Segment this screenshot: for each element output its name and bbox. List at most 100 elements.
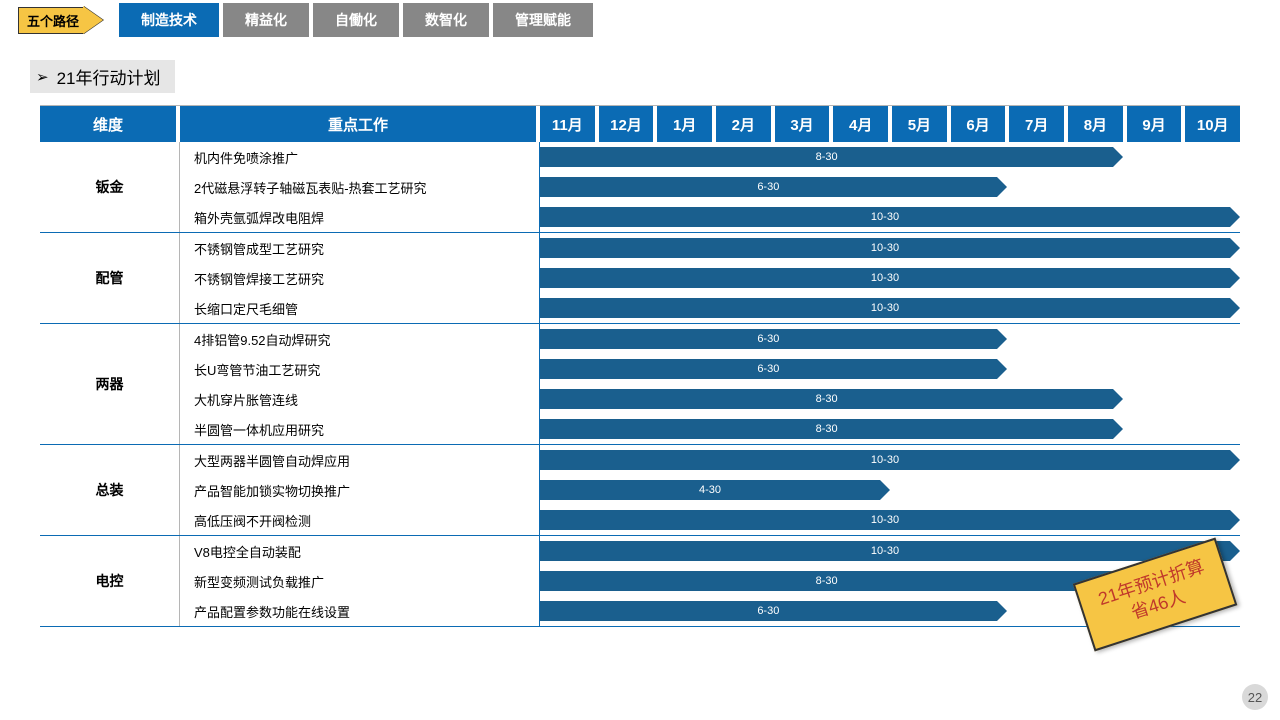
bar-area: 10-30 (540, 505, 1240, 535)
group: 钣金机内件免喷涂推广8-302代磁悬浮转子轴磁瓦表贴-热套工艺研究6-30箱外壳… (40, 142, 1240, 233)
header-dimension: 维度 (40, 106, 180, 142)
bar-area: 8-30 (540, 414, 1240, 444)
work-label: 产品智能加锁实物切换推广 (180, 475, 540, 505)
header-month: 1月 (657, 106, 716, 142)
table-row: 2代磁悬浮转子轴磁瓦表贴-热套工艺研究6-30 (180, 172, 1240, 202)
work-label: 机内件免喷涂推广 (180, 142, 540, 172)
group: 电控V8电控全自动装配10-30新型变频测试负载推广8-30产品配置参数功能在线… (40, 536, 1240, 627)
top-nav: 五个路径 制造技术精益化自働化数智化管理赋能 (0, 0, 1280, 40)
nav-tab[interactable]: 制造技术 (119, 3, 219, 37)
nav-tab[interactable]: 数智化 (403, 3, 489, 37)
gantt-bar: 10-30 (540, 298, 1230, 318)
bar-area: 10-30 (540, 445, 1240, 475)
header-month: 10月 (1185, 106, 1240, 142)
group: 两器4排铝管9.52自动焊研究6-30长U弯管节油工艺研究6-30大机穿片胀管连… (40, 324, 1240, 445)
plan-header: 维度重点工作11月12月1月2月3月4月5月6月7月8月9月10月 (40, 106, 1240, 142)
gantt-bar: 10-30 (540, 238, 1230, 258)
gantt-bar: 8-30 (540, 571, 1113, 591)
section-title: ➢ 21年行动计划 (30, 60, 1280, 93)
work-label: V8电控全自动装配 (180, 536, 540, 566)
bar-area: 10-30 (540, 263, 1240, 293)
group-body: 4排铝管9.52自动焊研究6-30长U弯管节油工艺研究6-30大机穿片胀管连线8… (180, 324, 1240, 444)
table-row: 大型两器半圆管自动焊应用10-30 (180, 445, 1240, 475)
gantt-bar: 8-30 (540, 147, 1113, 167)
gantt-bar: 8-30 (540, 419, 1113, 439)
gantt-bar: 4-30 (540, 480, 880, 500)
nav-tabs: 制造技术精益化自働化数智化管理赋能 (119, 3, 593, 37)
nav-tab[interactable]: 管理赋能 (493, 3, 593, 37)
group-body: 机内件免喷涂推广8-302代磁悬浮转子轴磁瓦表贴-热套工艺研究6-30箱外壳氩弧… (180, 142, 1240, 232)
path-label: 五个路径 (18, 7, 103, 33)
bar-area: 10-30 (540, 536, 1240, 566)
bar-area: 6-30 (540, 324, 1240, 354)
group-label: 配管 (40, 233, 180, 323)
work-label: 大机穿片胀管连线 (180, 384, 540, 414)
table-row: 产品智能加锁实物切换推广4-30 (180, 475, 1240, 505)
table-row: 长U弯管节油工艺研究6-30 (180, 354, 1240, 384)
table-row: 不锈钢管成型工艺研究10-30 (180, 233, 1240, 263)
bar-area: 10-30 (540, 293, 1240, 323)
arrow-icon (83, 6, 103, 34)
table-row: 不锈钢管焊接工艺研究10-30 (180, 263, 1240, 293)
nav-tab[interactable]: 自働化 (313, 3, 399, 37)
plan-body: 钣金机内件免喷涂推广8-302代磁悬浮转子轴磁瓦表贴-热套工艺研究6-30箱外壳… (40, 142, 1240, 627)
gantt-bar: 8-30 (540, 389, 1113, 409)
bar-area: 6-30 (540, 354, 1240, 384)
table-row: 机内件免喷涂推广8-30 (180, 142, 1240, 172)
bar-area: 4-30 (540, 475, 1240, 505)
header-month: 7月 (1009, 106, 1068, 142)
bar-area: 8-30 (540, 142, 1240, 172)
gantt-bar: 6-30 (540, 177, 997, 197)
header-month: 4月 (833, 106, 892, 142)
table-row: 4排铝管9.52自动焊研究6-30 (180, 324, 1240, 354)
table-row: V8电控全自动装配10-30 (180, 536, 1240, 566)
work-label: 不锈钢管成型工艺研究 (180, 233, 540, 263)
header-month: 9月 (1127, 106, 1186, 142)
work-label: 大型两器半圆管自动焊应用 (180, 445, 540, 475)
header-keywork: 重点工作 (180, 106, 540, 142)
gantt-bar: 6-30 (540, 601, 997, 621)
bar-area: 10-30 (540, 202, 1240, 232)
nav-tab[interactable]: 精益化 (223, 3, 309, 37)
group-label: 总装 (40, 445, 180, 535)
bar-area: 10-30 (540, 233, 1240, 263)
bar-area: 6-30 (540, 172, 1240, 202)
work-label: 长U弯管节油工艺研究 (180, 354, 540, 384)
group: 总装大型两器半圆管自动焊应用10-30产品智能加锁实物切换推广4-30高低压阀不… (40, 445, 1240, 536)
header-month: 2月 (716, 106, 775, 142)
work-label: 半圆管一体机应用研究 (180, 414, 540, 444)
header-month: 3月 (775, 106, 834, 142)
section-title-text: 21年行动计划 (57, 64, 161, 89)
work-label: 2代磁悬浮转子轴磁瓦表贴-热套工艺研究 (180, 172, 540, 202)
table-row: 大机穿片胀管连线8-30 (180, 384, 1240, 414)
work-label: 不锈钢管焊接工艺研究 (180, 263, 540, 293)
table-row: 半圆管一体机应用研究8-30 (180, 414, 1240, 444)
header-month: 11月 (540, 106, 599, 142)
work-label: 长缩口定尺毛细管 (180, 293, 540, 323)
page-number: 22 (1242, 684, 1268, 710)
gantt-bar: 6-30 (540, 329, 997, 349)
chevron-right-icon: ➢ (36, 68, 49, 86)
header-month: 8月 (1068, 106, 1127, 142)
bar-area: 8-30 (540, 384, 1240, 414)
gantt-bar: 10-30 (540, 268, 1230, 288)
header-month: 12月 (599, 106, 658, 142)
header-month: 5月 (892, 106, 951, 142)
gantt-bar: 10-30 (540, 450, 1230, 470)
gantt-bar: 6-30 (540, 359, 997, 379)
group: 配管不锈钢管成型工艺研究10-30不锈钢管焊接工艺研究10-30长缩口定尺毛细管… (40, 233, 1240, 324)
work-label: 新型变频测试负载推广 (180, 566, 540, 596)
group-label: 两器 (40, 324, 180, 444)
group-label: 电控 (40, 536, 180, 626)
header-month: 6月 (951, 106, 1010, 142)
table-row: 箱外壳氩弧焊改电阻焊10-30 (180, 202, 1240, 232)
work-label: 4排铝管9.52自动焊研究 (180, 324, 540, 354)
plan-table: 维度重点工作11月12月1月2月3月4月5月6月7月8月9月10月 钣金机内件免… (40, 105, 1240, 627)
group-label: 钣金 (40, 142, 180, 232)
table-row: 高低压阀不开阀检测10-30 (180, 505, 1240, 535)
gantt-bar: 10-30 (540, 510, 1230, 530)
gantt-bar: 10-30 (540, 541, 1230, 561)
work-label: 高低压阀不开阀检测 (180, 505, 540, 535)
work-label: 产品配置参数功能在线设置 (180, 596, 540, 626)
group-body: 大型两器半圆管自动焊应用10-30产品智能加锁实物切换推广4-30高低压阀不开阀… (180, 445, 1240, 535)
